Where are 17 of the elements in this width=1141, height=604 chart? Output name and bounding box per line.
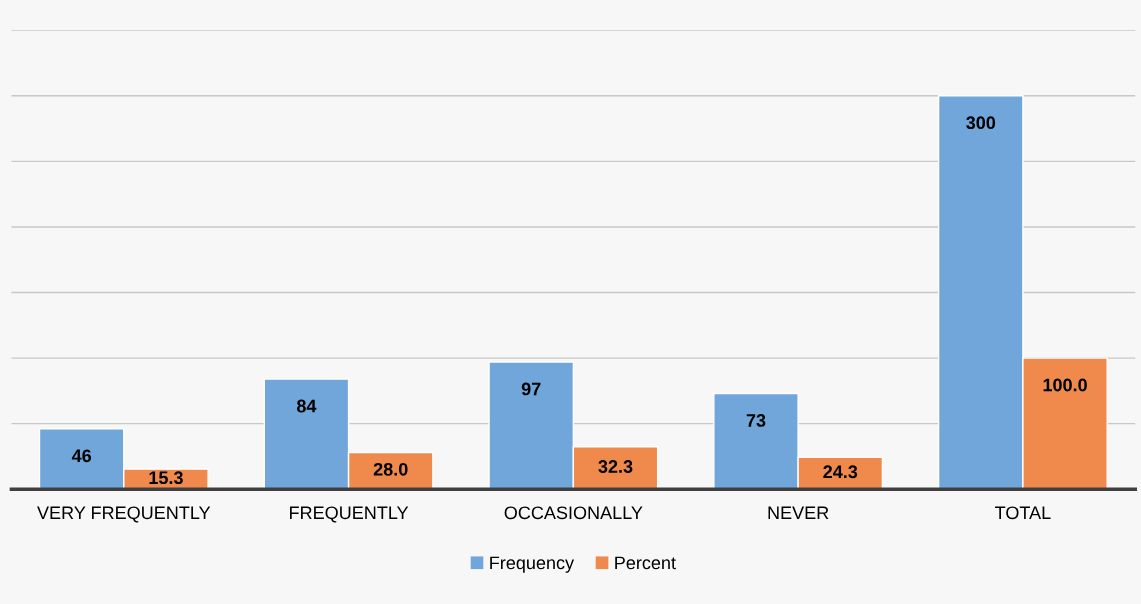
- data-label: 97: [521, 382, 541, 396]
- data-label: 28.0: [373, 462, 408, 476]
- data-label: 300: [966, 116, 996, 130]
- x-tick-label: FREQUENTLY: [290, 506, 409, 523]
- legend-label: Frequency: [490, 556, 575, 573]
- data-label: 73: [746, 414, 766, 427]
- data-label: 32.3: [598, 460, 633, 473]
- x-tick-label: NEVER: [768, 506, 829, 519]
- x-tick-label: VERY FREQUENTLY: [37, 506, 211, 523]
- data-label: 15.3: [149, 471, 183, 485]
- x-tick-label: TOTAL: [995, 506, 1051, 520]
- legend-label: Percent: [615, 556, 676, 570]
- x-tick-label: OCCASIONALLY: [504, 506, 643, 520]
- data-label: 84: [296, 399, 317, 413]
- data-label: 100.0: [1043, 378, 1087, 392]
- data-label: 24.3: [823, 465, 858, 479]
- data-label: 46: [71, 449, 92, 463]
